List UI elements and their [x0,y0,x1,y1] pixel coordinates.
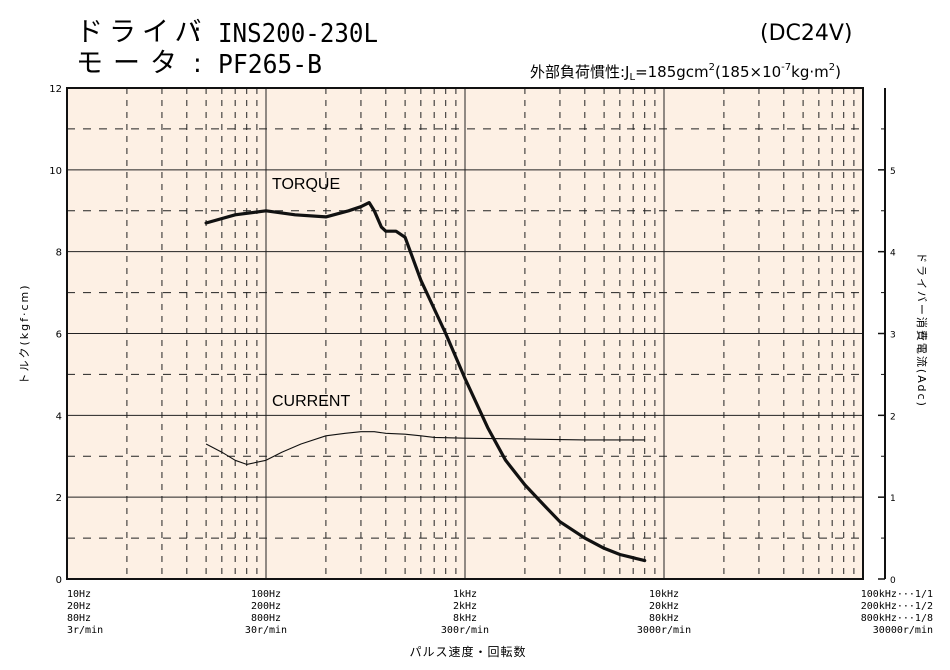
inertia-sup1: 2 [709,62,715,73]
right-tick-labels: 0 1 2 3 4 5 [878,128,896,586]
series-line-torque [204,201,647,563]
x-tick-label: 3r/min [67,625,103,636]
inertia-sub: L [629,72,635,83]
y2-axis-title: ドライバー消費電流(Adc) [915,252,929,408]
series-label-torque: TORQUE [272,176,340,193]
motor-model: PF265-B [218,50,322,80]
driver-colon: : [193,18,202,48]
y-tick-label: 10 [49,166,62,177]
grid-lines [67,88,863,579]
x-tick-label: 200kHz···1/2 [861,601,933,612]
x-tick-label: 10kHz [649,589,679,600]
x-tick-label: 30r/min [245,625,287,636]
x-tick-label: 300r/min [441,625,489,636]
y2-tick-label: 5 [890,167,896,177]
x-tick-label: 800kHz···1/8 [861,613,933,624]
x-tick-label: 80Hz [67,613,91,624]
inertia-sup3: 2 [829,62,835,73]
x-tick-label: 10Hz [67,589,91,600]
inertia-mid: =185gcm [635,63,709,81]
inertia-label: 外部負荷慣性:JL=185gcm2(185×10-7kg·m2) [530,62,841,83]
inertia-close: ) [835,63,841,81]
x-tick-label: 8kHz [453,613,477,624]
y2-tick-label: 3 [890,331,896,341]
y-tick-label: 2 [56,493,62,504]
series-line-current [205,431,645,465]
y-axis-title: トルク(kgf·cm) [18,283,31,384]
x-axis-title: パルス速度・回転数 [409,644,526,659]
inertia-prefix: 外部負荷慣性:J [530,63,629,81]
driver-label: ドライバ [76,17,207,48]
y-tick-label: 4 [56,411,62,422]
y-tick-label: 0 [56,575,62,586]
motor-colon: : [193,49,202,79]
y2-tick-label: 4 [890,249,896,259]
driver-model: INS200-230L [218,19,378,49]
x-tick-label: 1kHz [453,589,477,600]
x-tick-label: 20kHz [649,601,679,612]
inertia-sup2: -7 [781,62,791,73]
x-tick-label: 30000r/min [873,625,933,636]
x-tick-label: 80kHz [649,613,679,624]
series-label-current: CURRENT [272,393,350,410]
x-tick-label: 20Hz [67,601,91,612]
motor-label: モータ [76,48,187,79]
y2-tick-label: 1 [890,494,896,504]
x-tick-label: 800Hz [251,613,281,624]
y-tick-label: 6 [56,330,62,341]
plot-frame [66,87,864,580]
left-tick-labels: 0 2 4 6 8 10 12 [49,84,62,586]
y2-tick-label: 0 [890,576,896,586]
x-tick-label: 3000r/min [637,625,691,636]
inertia-kg: kg·m [791,63,829,81]
inertia-paren: (185×10 [715,63,781,81]
x-tick-label: 2kHz [453,601,477,612]
x-tick-label: 200Hz [251,601,281,612]
voltage-label: (DC24V) [760,21,853,46]
y2-tick-label: 2 [890,412,896,422]
x-tick-label: 100kHz···1/1 [861,589,933,600]
y-tick-label: 8 [56,248,62,259]
y-tick-label: 12 [49,84,62,95]
x-tick-label: 100Hz [251,589,281,600]
